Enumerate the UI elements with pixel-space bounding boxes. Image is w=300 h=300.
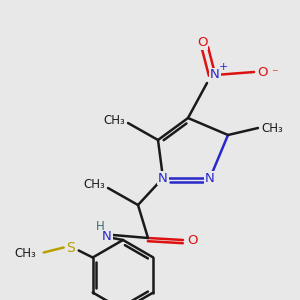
Text: O: O xyxy=(188,235,198,248)
Text: N: N xyxy=(158,172,168,184)
Text: ⁻: ⁻ xyxy=(271,68,277,80)
Text: N: N xyxy=(102,230,112,244)
Text: O: O xyxy=(258,65,268,79)
Text: N: N xyxy=(205,172,215,184)
Text: +: + xyxy=(218,62,228,72)
Text: H: H xyxy=(96,220,104,232)
Text: CH₃: CH₃ xyxy=(261,122,283,134)
Text: CH₃: CH₃ xyxy=(83,178,105,191)
Text: N: N xyxy=(210,68,220,82)
Text: CH₃: CH₃ xyxy=(14,247,36,260)
Text: S: S xyxy=(66,241,75,254)
Text: O: O xyxy=(197,37,207,50)
Text: CH₃: CH₃ xyxy=(103,115,125,128)
